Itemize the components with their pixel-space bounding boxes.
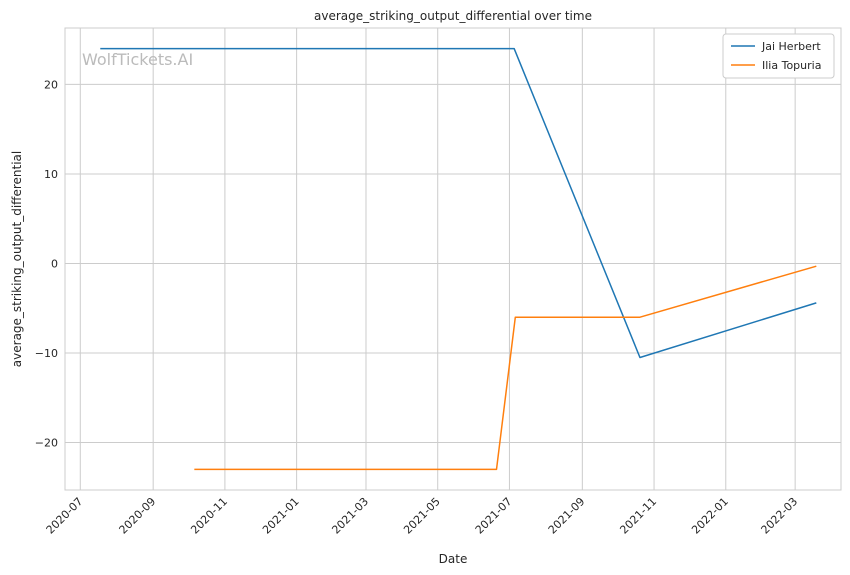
y-axis-label: average_striking_output_differential [10, 151, 24, 367]
plot-frame [64, 27, 842, 491]
chart-title: average_striking_output_differential ove… [314, 9, 592, 23]
y-tick-labels: 20 10 0 −10 −20 [35, 78, 58, 449]
legend-box [722, 33, 835, 79]
series-line-ilia-topuria [194, 265, 817, 471]
watermark: WolfTickets.AI [82, 50, 193, 69]
grid-lines [65, 28, 841, 490]
y-tick-label: 20 [44, 78, 58, 91]
legend-label-ilia-topuria: Ilia Topuria [762, 59, 821, 72]
y-tick-label: 0 [51, 257, 58, 270]
y-tick-label: −10 [35, 347, 58, 360]
y-tick-label: 10 [44, 168, 58, 181]
series-lines [100, 47, 817, 471]
legend-label-jai-herbert: Jai Herbert [761, 40, 821, 53]
series-line-jai-herbert [100, 47, 817, 359]
legend: Jai Herbert Ilia Topuria [722, 33, 835, 79]
y-tick-label: −20 [35, 437, 58, 450]
x-axis-label: Date [439, 552, 468, 566]
